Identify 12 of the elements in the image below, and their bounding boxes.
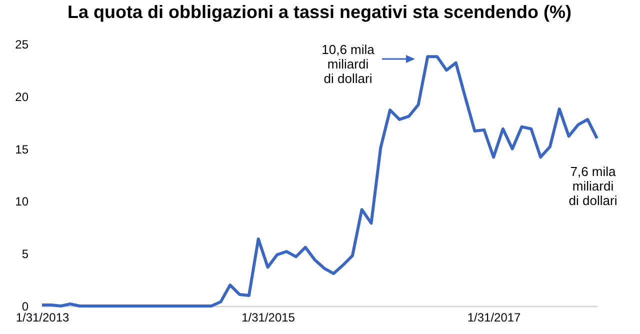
x-tick-label: 1/31/2013 xyxy=(16,310,70,324)
y-tick-label: 25 xyxy=(15,38,29,52)
y-tick-label: 20 xyxy=(15,90,29,104)
x-tick-label: 1/31/2017 xyxy=(467,310,522,324)
chart-title: La quota di obbligazioni a tassi negativi sta scendendo (%) xyxy=(67,2,572,22)
y-tick-label: 15 xyxy=(15,142,29,156)
annotation: 7,6 mila miliardi di dollari xyxy=(568,164,618,208)
y-tick-label: 0 xyxy=(22,300,29,314)
y-tick-label: 5 xyxy=(22,247,29,262)
y-tick-label: 10 xyxy=(15,194,29,209)
x-tick-label: 1/31/2015 xyxy=(242,310,296,324)
annotation: 10,6 mila miliardi di dollari xyxy=(322,42,376,86)
